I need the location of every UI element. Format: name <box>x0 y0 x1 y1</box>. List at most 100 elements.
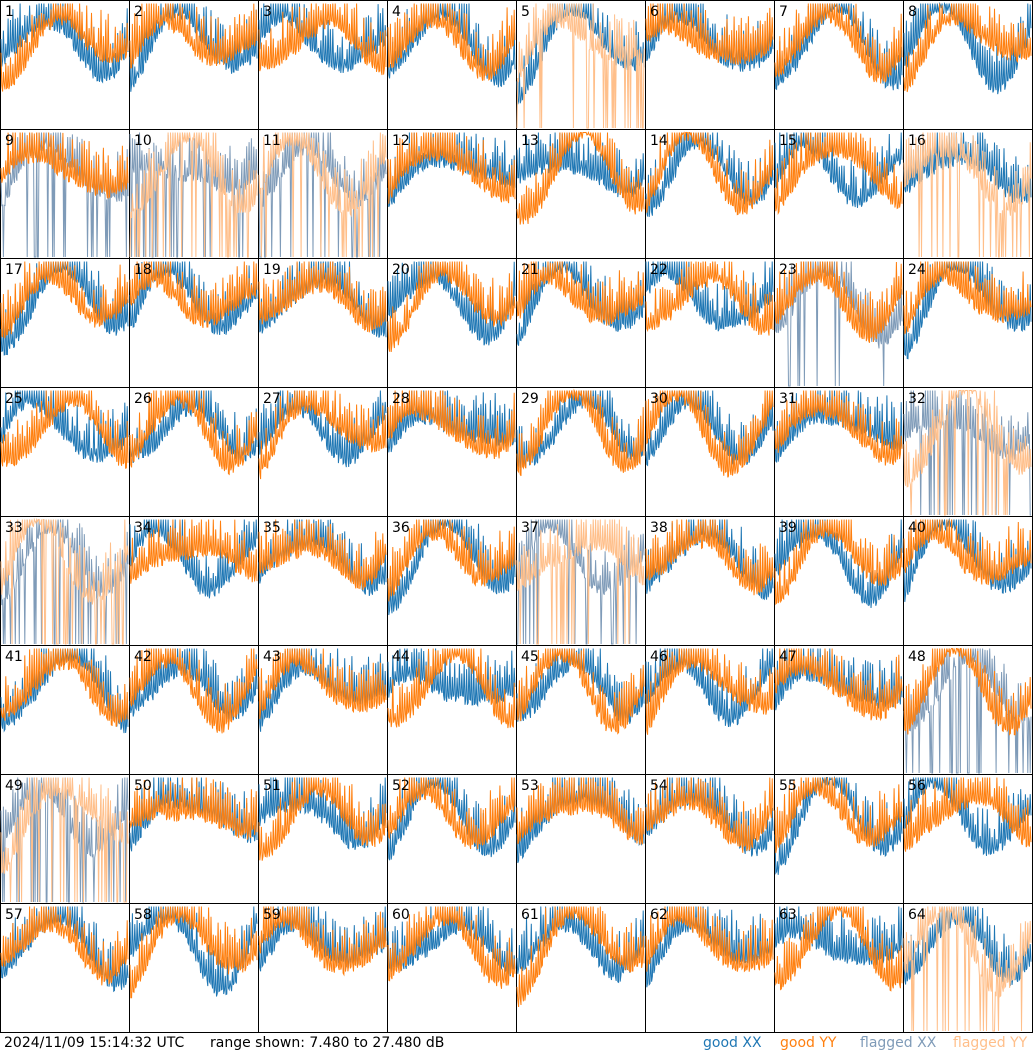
spectrum-trace <box>387 519 516 616</box>
spectrum-trace <box>0 261 129 339</box>
timestamp: 2024/11/09 15:14:32 UTC <box>4 1035 184 1051</box>
panel-label: 7 <box>779 4 788 20</box>
spectrum-trace <box>774 132 903 216</box>
panel-label: 30 <box>650 391 668 407</box>
panel-label: 17 <box>5 262 23 278</box>
panel-label: 64 <box>908 907 926 923</box>
panel-label: 39 <box>779 520 797 536</box>
panel-label: 52 <box>392 778 410 794</box>
spectrum-trace <box>129 519 258 584</box>
panel-label: 63 <box>779 907 797 923</box>
panel-label: 15 <box>779 133 797 149</box>
spectrum-trace <box>258 777 387 861</box>
panel-label: 60 <box>392 907 410 923</box>
spectrum-trace <box>516 777 645 845</box>
panel-label: 43 <box>263 649 281 665</box>
panel-label: 48 <box>908 649 926 665</box>
panel-label: 19 <box>263 262 281 278</box>
spectrum-trace <box>258 519 387 591</box>
panel-label: 50 <box>134 778 152 794</box>
spectrum-trace <box>387 261 516 353</box>
legend-label: flagged XX <box>860 1035 937 1051</box>
spectrum-trace <box>258 906 387 977</box>
spectrum-trace <box>0 906 129 986</box>
spectrum-trace <box>516 648 645 735</box>
panel-label: 5 <box>521 4 530 20</box>
spectrum-trace <box>903 1 1032 95</box>
panel-label: 28 <box>392 391 410 407</box>
panel-label: 44 <box>392 649 410 665</box>
spectrum-trace <box>387 648 516 708</box>
panel-label: 35 <box>263 520 281 536</box>
panel-label: 40 <box>908 520 926 536</box>
panel-label: 32 <box>908 391 926 407</box>
panel-label: 25 <box>5 391 23 407</box>
spectrum-trace <box>645 390 774 467</box>
spectrum-trace <box>387 3 516 81</box>
spectrum-trace <box>0 3 129 92</box>
spectrum-trace <box>129 3 258 92</box>
spectrum-trace <box>903 906 1032 1032</box>
spectrum-trace <box>516 3 645 129</box>
spectrum-trace <box>516 388 645 477</box>
panel-label: 47 <box>779 649 797 665</box>
spectrum-trace <box>903 906 1032 986</box>
spectrum-trace <box>387 261 516 346</box>
panel-label: 4 <box>392 4 401 20</box>
spectrum-trace <box>258 3 387 76</box>
spectrum-trace <box>129 648 258 734</box>
spectrum-trace <box>387 519 516 602</box>
panel-label: 57 <box>5 907 23 923</box>
panel-label: 22 <box>650 262 668 278</box>
spectrum-trace <box>774 261 903 343</box>
spectrum-trace <box>0 390 129 463</box>
panel-label: 14 <box>650 133 668 149</box>
panel-label: 55 <box>779 778 797 794</box>
spectrum-trace <box>516 131 645 225</box>
panel-label: 34 <box>134 520 152 536</box>
spectrum-trace <box>774 648 903 722</box>
panel-label: 20 <box>392 262 410 278</box>
panel-label: 16 <box>908 133 926 149</box>
spectrum-trace <box>645 777 774 853</box>
spectrum-trace <box>0 261 129 356</box>
spectrum-trace <box>774 906 903 992</box>
panel-label: 51 <box>263 778 281 794</box>
spectrum-trace <box>258 777 387 850</box>
spectrum-trace <box>129 906 258 997</box>
panel-label: 41 <box>5 649 23 665</box>
spectrum-trace <box>129 261 258 328</box>
spectrum-trace <box>903 777 1032 856</box>
spectrum-trace <box>903 3 1032 93</box>
panel-label: 26 <box>134 391 152 407</box>
panel-label: 45 <box>521 649 539 665</box>
spectrum-trace <box>903 261 1032 360</box>
spectrum-trace <box>0 132 129 200</box>
panel-label: 46 <box>650 649 668 665</box>
spectrum-trace <box>387 906 516 989</box>
spectrum-trace <box>774 519 903 606</box>
spectrum-trace <box>645 261 774 336</box>
panel-label: 3 <box>263 4 272 20</box>
spectrum-trace <box>774 519 903 609</box>
spectrum-trace <box>903 389 1032 516</box>
panel-label: 31 <box>779 391 797 407</box>
spectrum-trace <box>645 131 774 216</box>
panel-label: 18 <box>134 262 152 278</box>
panel-label: 24 <box>908 262 926 278</box>
panel-label: 6 <box>650 4 659 20</box>
panel-label: 49 <box>5 778 23 794</box>
spectrum-trace <box>129 3 258 69</box>
panel-label: 21 <box>521 262 539 278</box>
panel-label: 23 <box>779 262 797 278</box>
spectrum-trace <box>516 261 645 326</box>
spectrum-trace <box>0 648 129 727</box>
spectrum-trace <box>387 390 516 460</box>
spectrum-trace <box>645 519 774 596</box>
panel-label: 56 <box>908 778 926 794</box>
panel-label: 2 <box>134 4 143 20</box>
range-label: range shown: 7.480 to 27.480 dB <box>210 1035 444 1051</box>
panel-label: 38 <box>650 520 668 536</box>
spectrum-trace <box>387 132 516 204</box>
